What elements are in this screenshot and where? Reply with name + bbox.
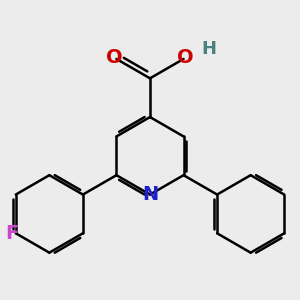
- Text: O: O: [106, 47, 123, 67]
- Text: O: O: [177, 47, 194, 67]
- Text: F: F: [5, 224, 19, 243]
- Text: H: H: [201, 40, 216, 58]
- Text: N: N: [142, 185, 158, 204]
